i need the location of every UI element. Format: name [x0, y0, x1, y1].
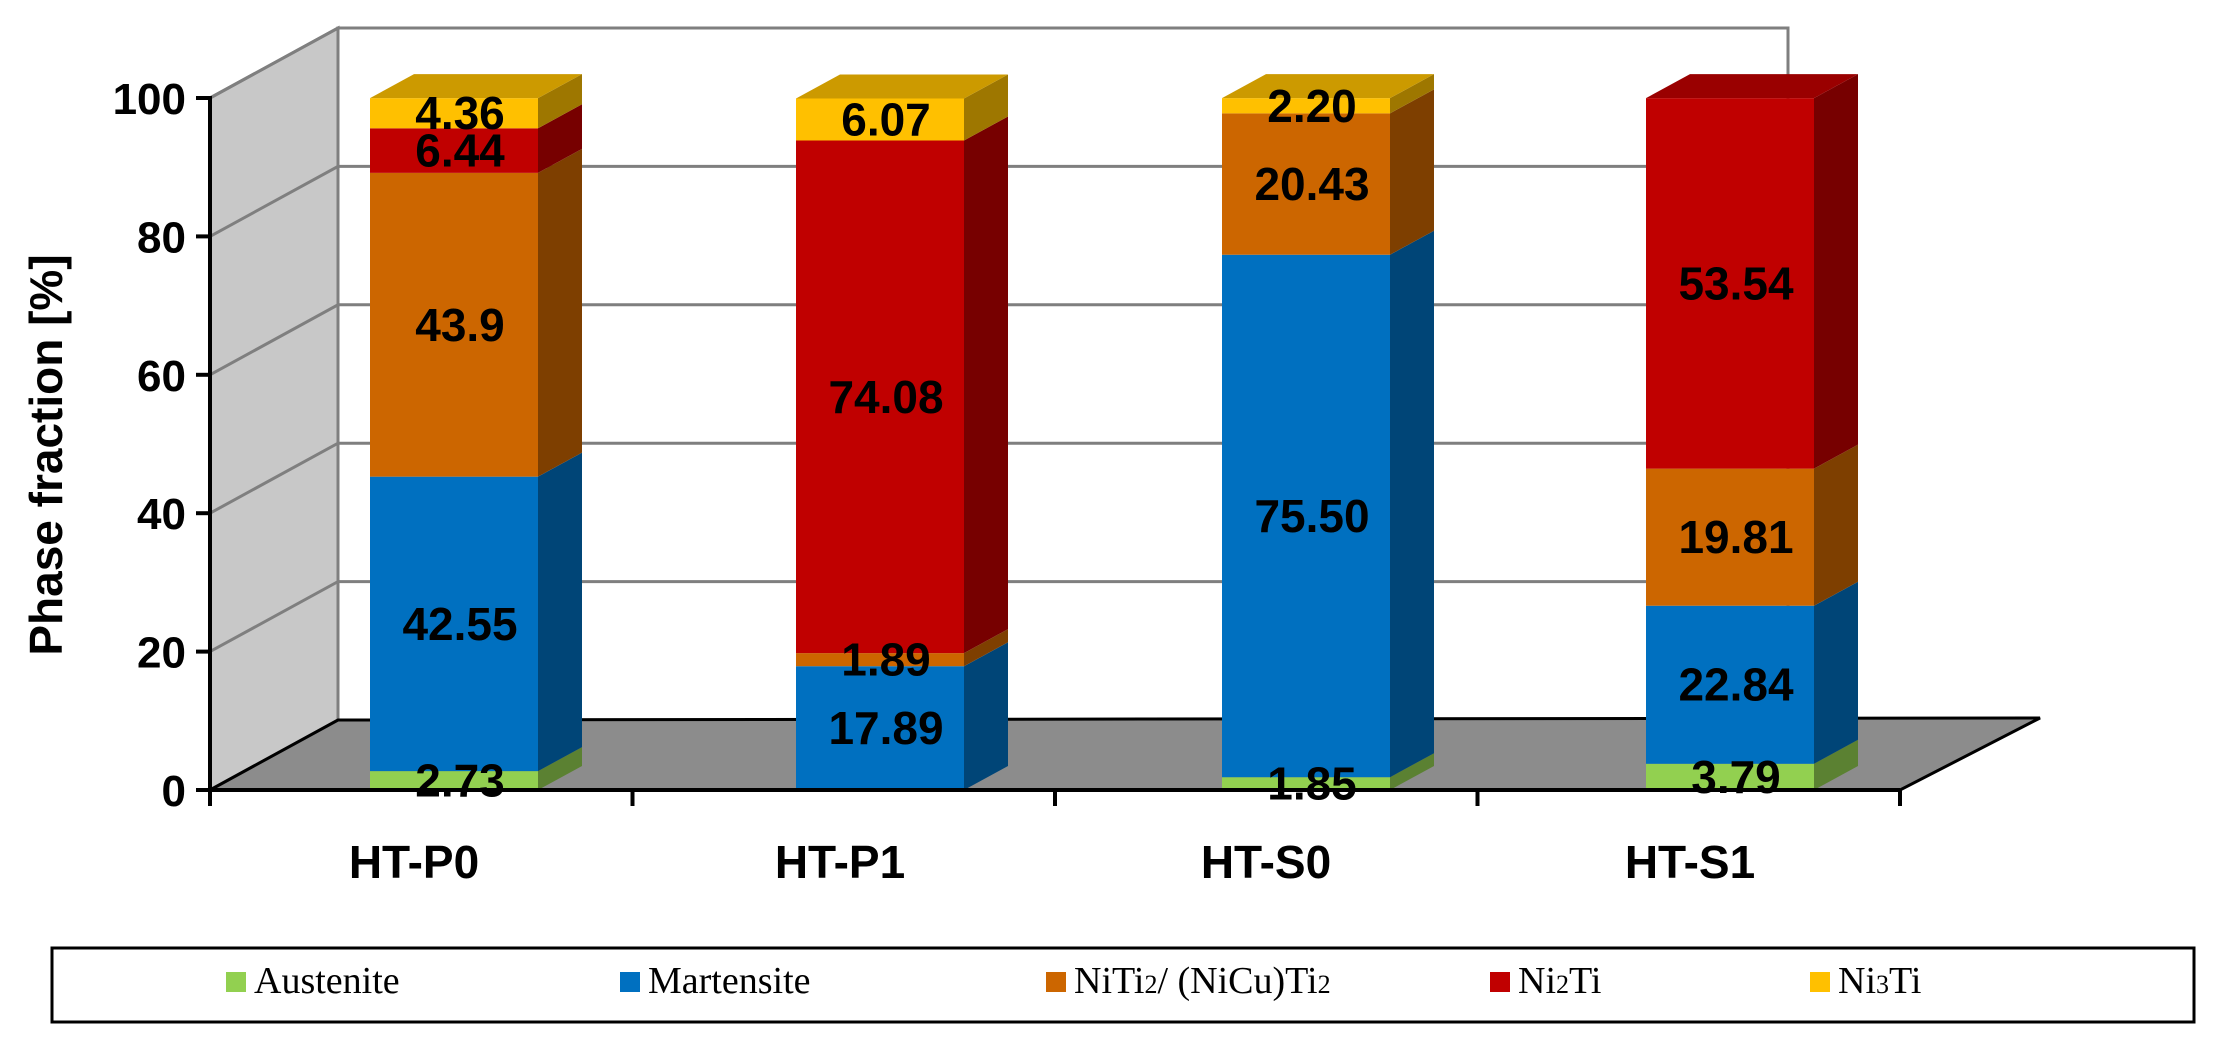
data-label-austenite-ht-s1: 3.79 — [1691, 751, 1781, 803]
x-category-label: HT-P1 — [775, 836, 905, 888]
bar-segment-austenite-ht-p0 — [370, 771, 538, 790]
data-label-niti2-nicu-ti2-ht-s1: 19.81 — [1678, 511, 1793, 563]
x-category-label: HT-S1 — [1625, 836, 1755, 888]
legend-swatch — [1810, 972, 1830, 992]
legend-entry: Ni2Ti — [1518, 960, 1601, 1002]
x-category-label: HT-S0 — [1201, 836, 1331, 888]
data-labels-layer: 2.73 42.55 43.9 6.444.36 17.89 1.89 74.08 6.07 1… — [402, 80, 1794, 810]
bar-segment-austenite-ht-s1 — [1646, 763, 1814, 790]
bar-side-austenite-ht-p0 — [538, 747, 582, 790]
legend-entry: Martensite — [648, 960, 811, 1002]
y-tick-label: 40 — [137, 490, 186, 539]
bar-segment-ni3ti-ht-s0 — [1222, 98, 1390, 114]
legend-entry: Ni3Ti — [1838, 960, 1921, 1002]
bar-side-niti2-nicu-ti2-ht-s1 — [1814, 444, 1858, 606]
data-label-ni3ti-ht-s0: 2.20 — [1267, 80, 1357, 132]
bar-segment-martensite-ht-p0 — [370, 476, 538, 772]
data-label-austenite-ht-s0: 1.85 — [1267, 758, 1357, 810]
bars-layer — [370, 74, 1858, 790]
bar-segment-niti2-nicu-ti2-ht-p0 — [370, 172, 538, 477]
bar-side-austenite-ht-s0 — [1390, 753, 1434, 790]
bar-side-niti2-nicu-ti2-ht-p1 — [964, 629, 1008, 667]
bar-segment-ni3ti-ht-p0 — [370, 98, 538, 129]
data-label-martensite-ht-s0: 75.50 — [1254, 490, 1369, 542]
bar-top-ht-p0 — [370, 74, 582, 99]
bar-segment-niti2-nicu-ti2-ht-s0 — [1222, 113, 1390, 255]
y-axis-title: Phase fraction [%] — [20, 254, 72, 655]
y-tick-label: 0 — [162, 767, 186, 816]
bar-side-ni2ti-ht-p0 — [538, 104, 582, 173]
data-label-niti2-nicu-ti2-ht-s0: 20.43 — [1254, 158, 1369, 210]
data-label-ni3ti-ht-p1: 6.07 — [841, 93, 931, 145]
bar-side-ni3ti-ht-p0 — [538, 74, 582, 129]
bar-side-martensite-ht-s0 — [1390, 230, 1434, 778]
bar-side-ni2ti-ht-p1 — [964, 116, 1008, 654]
bar-segment-ni2ti-ht-s1 — [1646, 98, 1814, 469]
data-label-martensite-ht-p0: 42.55 — [402, 598, 517, 650]
legend-entry: NiTi2/ (NiCu)Ti2 — [1074, 960, 1331, 1002]
bar-side-ni3ti-ht-p1 — [964, 74, 1008, 141]
data-label-ni3ti-ht-p0: 4.36 — [415, 87, 505, 139]
bar-side-martensite-ht-p0 — [538, 452, 582, 772]
y-tick-label: 20 — [137, 629, 186, 678]
bar-side-austenite-ht-s1 — [1814, 739, 1858, 790]
bar-side-niti2-nicu-ti2-ht-p0 — [538, 148, 582, 477]
bar-segment-ni2ti-ht-p1 — [796, 140, 964, 654]
data-label-ni2ti-ht-s1: 53.54 — [1678, 257, 1794, 309]
bar-side-niti2-nicu-ti2-ht-s0 — [1390, 89, 1434, 255]
legend-swatch — [226, 972, 246, 992]
legend-entry: Austenite — [254, 960, 400, 1002]
bar-segment-martensite-ht-s0 — [1222, 254, 1390, 778]
y-tick-label: 60 — [137, 352, 186, 401]
gridline — [209, 26, 1788, 100]
bar-segment-martensite-ht-s1 — [1646, 605, 1814, 764]
data-label-niti2-nicu-ti2-ht-p0: 43.9 — [415, 299, 505, 351]
data-label-ni2ti-ht-p0: 6.44 — [415, 125, 505, 177]
data-label-austenite-ht-p0: 2.73 — [415, 755, 505, 807]
axes-layer: 0 20 40 60 80 100 HT-P0 HT-P1 HT-S0 HT-S1 — [113, 75, 1902, 888]
legend: Austenite Martensite NiTi2/ (NiCu)Ti2 Ni2Ti… — [50, 946, 2196, 1024]
y-tick-label: 80 — [137, 213, 186, 262]
bar-segment-ni3ti-ht-p1 — [796, 98, 964, 141]
legend-swatch — [620, 972, 640, 992]
legend-box — [50, 946, 2196, 1024]
bar-segment-martensite-ht-p1 — [796, 666, 964, 790]
bar-top-ht-s0 — [1222, 74, 1434, 99]
bar-side-martensite-ht-s1 — [1814, 581, 1858, 764]
bar-segment-ni2ti-ht-p0 — [370, 128, 538, 173]
bar-segment-austenite-ht-s0 — [1222, 777, 1390, 790]
bar-side-ni2ti-ht-s1 — [1814, 74, 1858, 469]
side-wall — [208, 25, 340, 793]
bar-side-ni3ti-ht-s0 — [1390, 74, 1434, 114]
legend-swatch — [1046, 972, 1066, 992]
data-label-martensite-ht-p1: 17.89 — [828, 702, 943, 754]
bar-segment-niti2-nicu-ti2-ht-p1 — [796, 653, 964, 667]
bar-stack-ht-s1 — [1646, 74, 1858, 790]
bar-top-ht-p1 — [796, 74, 1008, 99]
bar-top-ht-s1 — [1646, 74, 1858, 99]
bar-segment-niti2-nicu-ti2-ht-s1 — [1646, 468, 1814, 606]
y-tick-label: 100 — [113, 75, 186, 124]
data-label-niti2-nicu-ti2-ht-p1: 1.89 — [841, 634, 931, 686]
bar-side-martensite-ht-p1 — [964, 642, 1008, 790]
bar-stack-ht-s0 — [1222, 74, 1434, 790]
legend-swatch — [1490, 972, 1510, 992]
x-category-label: HT-P0 — [349, 836, 479, 888]
data-label-ni2ti-ht-p1: 74.08 — [828, 371, 943, 423]
data-label-martensite-ht-s1: 22.84 — [1678, 659, 1794, 711]
bar-stack-ht-p0 — [370, 74, 582, 790]
bar-stack-ht-p1 — [796, 74, 1008, 790]
